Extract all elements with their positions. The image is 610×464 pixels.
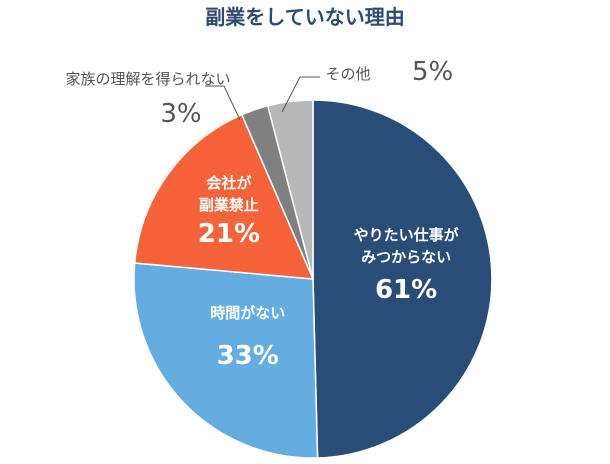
leader-lines	[205, 76, 320, 121]
slice-4-leader-line	[205, 85, 241, 121]
slice-3-name-label: 会社が副業禁止	[199, 174, 259, 214]
slice-3-wedge	[133, 113, 315, 280]
slice-2-name-label: 時間がない	[210, 304, 285, 322]
slice-1-name-label: やりたい仕事がみつからない	[354, 226, 460, 266]
slice-5-name-label: その他	[325, 65, 370, 83]
chart-title: 副業をしていない理由	[205, 5, 404, 29]
slice-4-value-label: 3%	[160, 99, 201, 129]
slice-2-value-label: 33%	[217, 341, 279, 371]
pie-slices	[133, 99, 493, 459]
slice-1-wedge	[312, 99, 493, 459]
slice-5-leader-line	[281, 76, 320, 113]
slice-3-value-label: 21%	[198, 219, 260, 249]
slice-5-value-label: 5%	[412, 57, 453, 87]
slice-labels: やりたい仕事がみつからない 61% 時間がない 33% 会社が副業禁止 21% 家族の理解を…	[65, 57, 459, 371]
slice-1-value-label: 61%	[375, 275, 437, 305]
slice-5-wedge	[266, 99, 314, 280]
slice-4-name-label: 家族の理解を得られない	[65, 70, 230, 88]
slice-2-wedge	[133, 262, 319, 459]
